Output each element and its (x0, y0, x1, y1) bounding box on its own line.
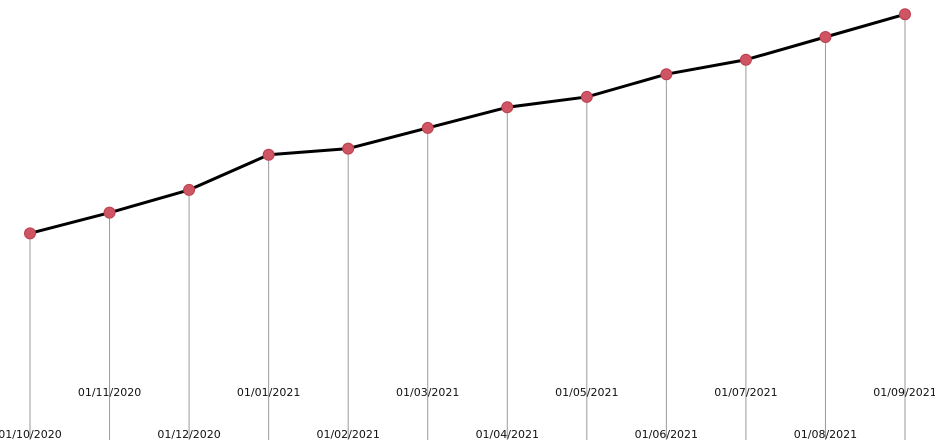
x-tick-label: 01/09/2021 (873, 386, 935, 399)
x-tick-label: 01/04/2021 (476, 428, 539, 441)
data-point[interactable] (501, 101, 514, 114)
x-tick-label: 01/08/2021 (794, 428, 857, 441)
data-point[interactable] (24, 227, 36, 240)
x-tick-label: 01/10/2020 (0, 428, 62, 441)
data-point[interactable] (819, 31, 832, 43)
series-line (29, 12, 906, 235)
x-tick-label: 01/03/2021 (396, 386, 459, 399)
x-tick-label: 01/07/2021 (714, 386, 777, 399)
x-tick-label: 01/05/2021 (555, 386, 618, 399)
points-layer (24, 8, 911, 240)
x-tick-label: 01/06/2021 (635, 428, 698, 441)
data-point[interactable] (421, 121, 434, 134)
data-point[interactable] (899, 8, 911, 21)
x-tick-label: 01/11/2020 (78, 386, 141, 399)
data-point[interactable] (342, 142, 355, 155)
x-tick-label: 01/01/2021 (237, 386, 300, 399)
stems-layer (29, 14, 906, 440)
x-tick-label: 01/02/2021 (316, 428, 379, 441)
data-point[interactable] (262, 148, 275, 161)
data-point[interactable] (183, 183, 196, 196)
x-tick-label: 01/12/2020 (157, 428, 220, 441)
data-point[interactable] (660, 68, 673, 81)
data-point[interactable] (739, 53, 752, 66)
data-point[interactable] (103, 206, 116, 219)
data-point[interactable] (580, 90, 593, 103)
tick-labels-layer: 01/10/2020 01/11/2020 01/12/2020 01/01/2021… (0, 386, 935, 441)
